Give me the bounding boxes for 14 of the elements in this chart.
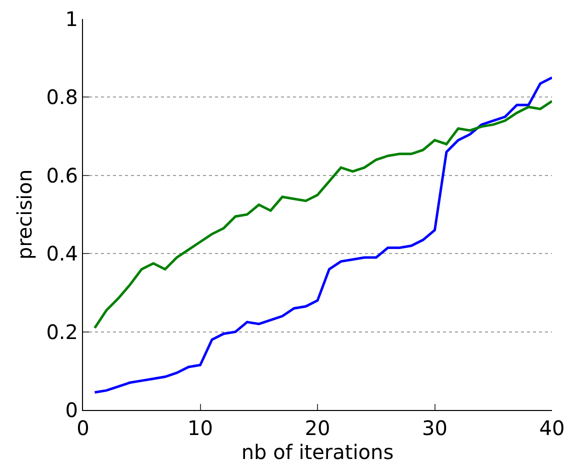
y-tick-label: 0 <box>65 398 78 422</box>
y-tick-label: 0.8 <box>46 85 78 110</box>
x-tick-label: 10 <box>188 416 213 440</box>
y-tick-label: 1 <box>65 7 78 31</box>
y-tick-label: 0.2 <box>46 320 78 344</box>
y-tick-label: 0.4 <box>46 242 78 266</box>
x-tick-label: 40 <box>539 416 565 440</box>
x-tick-label: 20 <box>304 416 330 440</box>
x-axis-title: nb of iterations <box>241 440 394 464</box>
x-tick-label: 30 <box>422 416 448 440</box>
line-series <box>93 100 552 330</box>
line-series <box>93 76 552 394</box>
y-axis-title: precision <box>12 169 37 260</box>
y-tick-label: 0.6 <box>46 163 78 188</box>
